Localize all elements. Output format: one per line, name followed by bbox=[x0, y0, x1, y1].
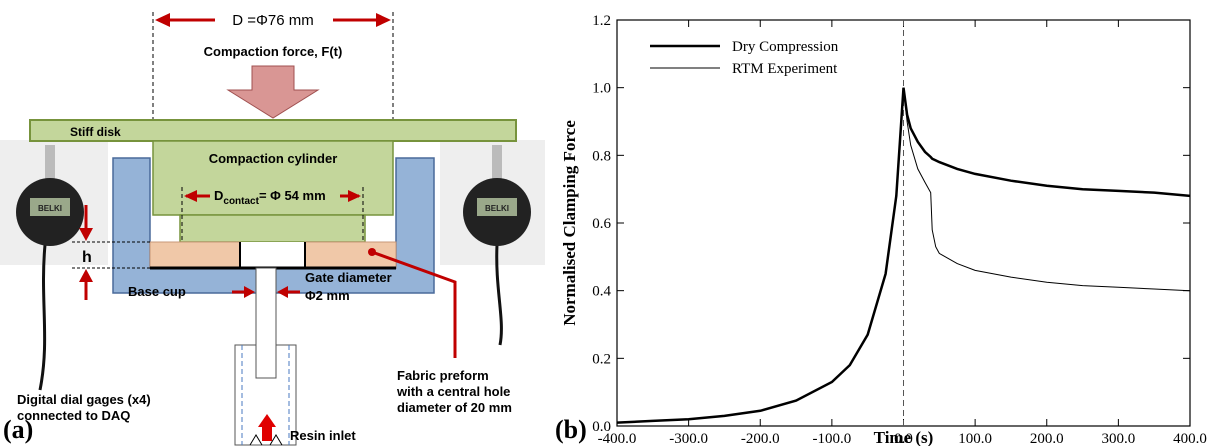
y-tick-label: 1.0 bbox=[592, 81, 611, 97]
label: Gate diameter bbox=[305, 270, 392, 285]
label: Φ2 mm bbox=[305, 288, 350, 303]
x-tick-label: -200.0 bbox=[741, 431, 780, 446]
gauge-stem bbox=[45, 145, 55, 180]
preform bbox=[150, 242, 240, 268]
x-tick-label: 400.0 bbox=[1173, 431, 1207, 446]
figure: BELKI BELKI D =Φ76 mm Compaction force, … bbox=[0, 0, 1217, 446]
label: Digital dial gages (x4) bbox=[17, 392, 151, 407]
legend-label: Dry Compression bbox=[732, 39, 839, 55]
gate bbox=[256, 268, 276, 378]
x-tick-label: -300.0 bbox=[669, 431, 708, 446]
y-tick-label: 0.4 bbox=[592, 284, 611, 300]
x-tick-label: 300.0 bbox=[1102, 431, 1136, 446]
label: Compaction cylinder bbox=[209, 151, 338, 166]
label: Stiff disk bbox=[70, 125, 121, 139]
gauge-stem bbox=[492, 145, 502, 180]
label: h bbox=[82, 249, 92, 266]
label: = Φ 54 mm bbox=[259, 188, 326, 203]
inlet-arrow bbox=[262, 425, 272, 441]
label: D bbox=[214, 188, 223, 203]
hole bbox=[240, 242, 305, 268]
panel-label: (b) bbox=[555, 415, 587, 444]
y-tick-label: 1.2 bbox=[592, 13, 611, 29]
subscript: contact bbox=[223, 196, 259, 207]
diagram: BELKI BELKI D =Φ76 mm Compaction force, … bbox=[0, 12, 545, 445]
force-arrow bbox=[228, 66, 318, 118]
label: diameter of 20 mm bbox=[397, 400, 512, 415]
y-tick-label: 0.8 bbox=[592, 148, 611, 164]
arrowhead bbox=[376, 13, 391, 27]
y-axis-label: Normalised Clamping Force bbox=[560, 120, 579, 326]
label: with a central hole bbox=[396, 384, 510, 399]
arrowhead bbox=[79, 269, 93, 282]
label: Base cup bbox=[128, 284, 186, 299]
piston bbox=[180, 215, 365, 242]
label: Resin inlet bbox=[290, 428, 356, 443]
x-tick-label: -100.0 bbox=[813, 431, 852, 446]
gauge-text: BELKI bbox=[38, 204, 62, 213]
x-tick-label: -400.0 bbox=[598, 431, 637, 446]
y-tick-label: 0.2 bbox=[592, 351, 611, 367]
x-tick-label: 200.0 bbox=[1030, 431, 1064, 446]
arrowhead bbox=[155, 13, 170, 27]
panel-label: (a) bbox=[3, 415, 33, 444]
x-axis-label: Time (s) bbox=[874, 428, 934, 446]
label: D =Φ76 mm bbox=[232, 12, 314, 29]
cable bbox=[40, 245, 45, 390]
chart: 0.00.20.40.60.81.01.2-400.0-300.0-200.0-… bbox=[555, 13, 1207, 446]
legend-label: RTM Experiment bbox=[732, 61, 838, 77]
x-tick-label: 100.0 bbox=[958, 431, 992, 446]
gauge-text: BELKI bbox=[485, 204, 509, 213]
label: Compaction force, F(t) bbox=[204, 44, 343, 59]
label: Fabric preform bbox=[397, 368, 489, 383]
y-tick-label: 0.6 bbox=[592, 216, 611, 232]
label: connected to DAQ bbox=[17, 408, 130, 423]
